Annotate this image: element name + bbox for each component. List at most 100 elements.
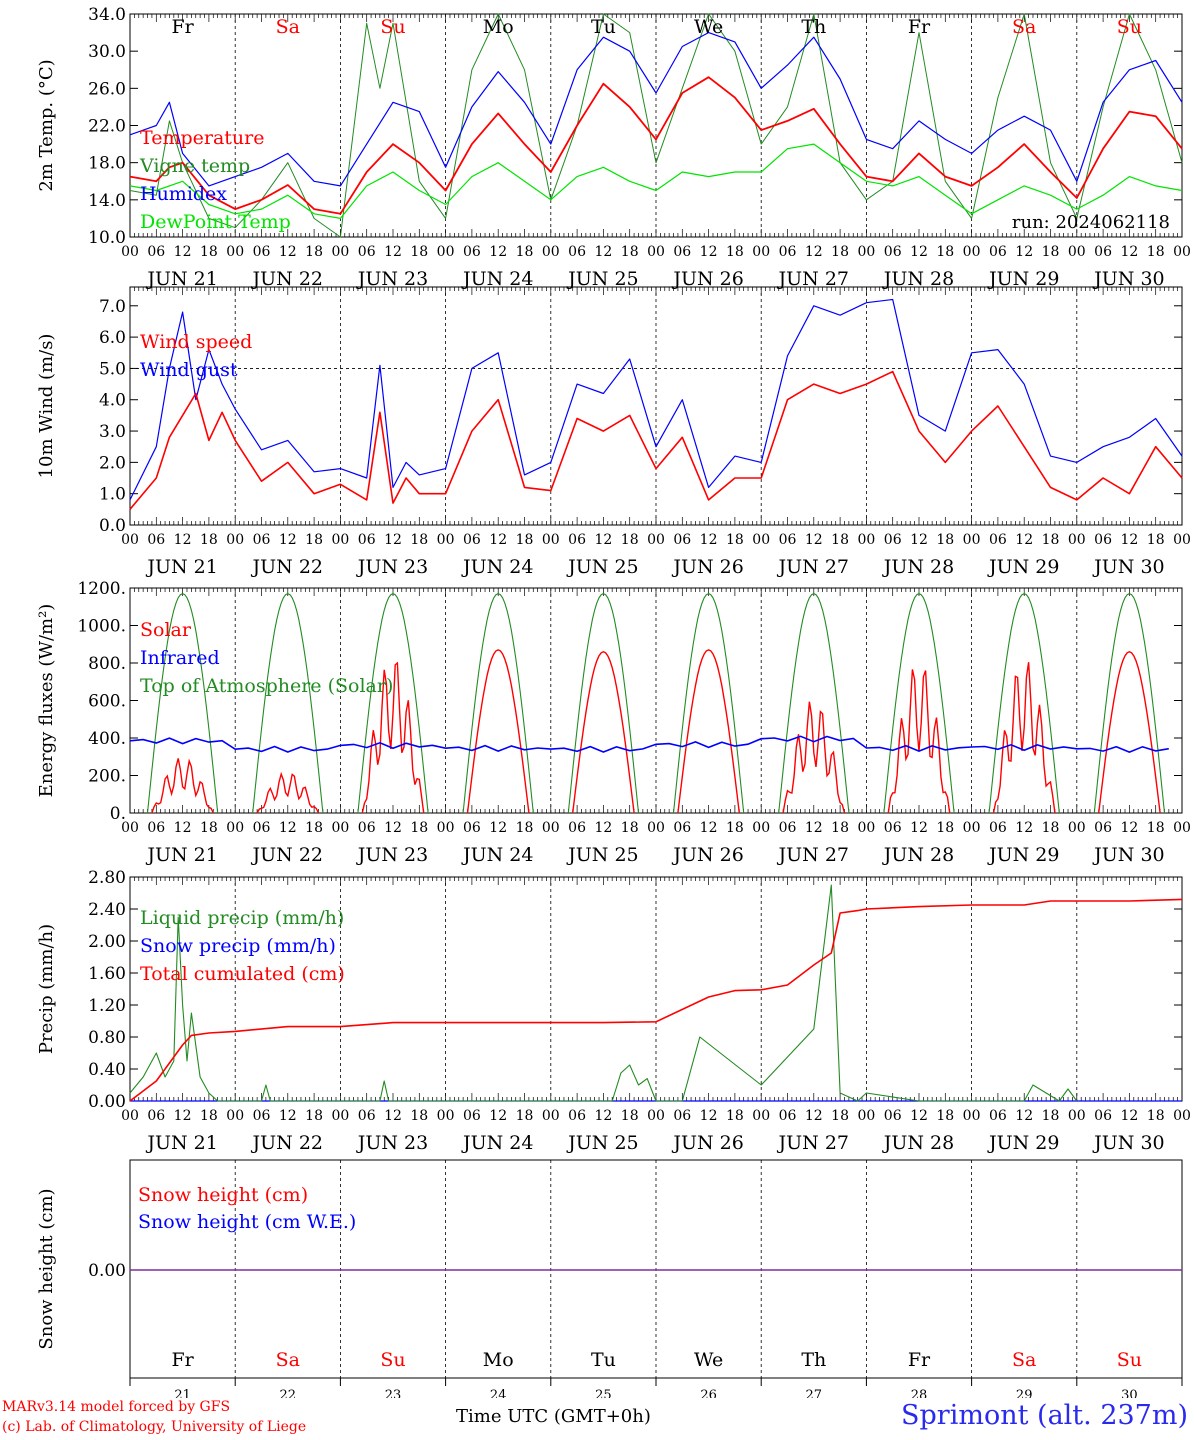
hour-tick-label: 12 — [805, 532, 823, 548]
hour-tick-label: 18 — [1147, 820, 1165, 836]
hour-tick-label: 12 — [279, 820, 297, 836]
hour-tick-label: 18 — [200, 1108, 218, 1124]
hour-tick-label: 18 — [936, 244, 954, 260]
date-label: JUN 23 — [356, 844, 428, 866]
day-label-su-10: Su — [1117, 16, 1142, 38]
day-number-label: 26 — [700, 1388, 717, 1398]
day-label-su-10: Su — [1117, 1349, 1142, 1371]
toa-solar-day-5 — [567, 592, 640, 814]
y-tick-label: 30.0 — [88, 42, 126, 62]
hour-tick-label: 12 — [594, 244, 612, 260]
hour-tick-label: 18 — [831, 532, 849, 548]
date-label: JUN 25 — [566, 556, 638, 578]
day-label-fr-1: Fr — [171, 1349, 194, 1371]
date-label: JUN 23 — [356, 1132, 428, 1154]
hour-tick-label: 18 — [516, 820, 534, 836]
hour-tick-label: 18 — [1042, 820, 1060, 836]
y-tick-label: 0.80 — [88, 1028, 126, 1048]
hour-tick-label: 06 — [884, 244, 902, 260]
date-label: JUN 30 — [1092, 268, 1164, 290]
hour-tick-label: 06 — [884, 820, 902, 836]
hour-tick-label: 00 — [963, 820, 981, 836]
hour-tick-label: 00 — [963, 532, 981, 548]
series-vigne-temp — [129, 13, 1183, 238]
date-label: JUN 27 — [777, 844, 849, 866]
hour-tick-label: 00 — [226, 244, 244, 260]
toa-solar-day-4 — [462, 592, 534, 814]
date-label: JUN 21 — [145, 1132, 217, 1154]
hour-tick-label: 18 — [516, 1108, 534, 1124]
hour-tick-label: 06 — [253, 820, 271, 836]
panel-1-frame — [129, 13, 1183, 238]
solar-day-3 — [361, 661, 425, 814]
hour-tick-label: 06 — [568, 1108, 586, 1124]
hour-tick-label: 18 — [516, 532, 534, 548]
legend-dewpoint-temp: DewPoint Temp — [140, 211, 291, 233]
y-tick-label: 1.60 — [88, 964, 126, 984]
hour-tick-label: 18 — [621, 244, 639, 260]
date-label: JUN 24 — [461, 1132, 533, 1154]
hour-tick-label: 12 — [700, 532, 718, 548]
y-tick-label: 200. — [88, 767, 126, 787]
hour-tick-label: 00 — [1068, 532, 1086, 548]
hour-tick-label: 12 — [384, 820, 402, 836]
toa-solar-day-1 — [146, 592, 219, 814]
date-label: JUN 24 — [461, 556, 533, 578]
hour-tick-label: 18 — [726, 532, 744, 548]
hour-tick-label: 12 — [174, 820, 192, 836]
hour-tick-label: 00 — [542, 244, 560, 260]
hour-tick-label: 06 — [989, 820, 1007, 836]
date-label: JUN 29 — [987, 1132, 1059, 1154]
day-label-th-7: Th — [801, 1349, 826, 1371]
legend-temperature: Temperature — [140, 127, 264, 149]
hour-tick-label: 00 — [437, 1108, 455, 1124]
hour-tick-label: 06 — [358, 820, 376, 836]
date-label: JUN 26 — [671, 844, 743, 866]
hour-tick-label: 06 — [147, 1108, 165, 1124]
hour-tick-label: 18 — [410, 1108, 428, 1124]
hour-tick-label: 12 — [489, 244, 507, 260]
date-label: JUN 27 — [777, 1132, 849, 1154]
date-label: JUN 25 — [566, 1132, 638, 1154]
day-number-label: 21 — [174, 1388, 191, 1398]
panel-4-axes: 0.00 0.40 0.80 1.20 1.60 2.00 2.40 2.80 Precip (… — [36, 868, 1191, 1154]
date-label: JUN 22 — [251, 556, 323, 578]
hour-tick-label: 12 — [1120, 244, 1138, 260]
hour-tick-label: 06 — [673, 244, 691, 260]
legend-infrared: Infrared — [140, 647, 220, 669]
hour-tick-label: 00 — [331, 820, 349, 836]
hour-tick-label: 12 — [805, 244, 823, 260]
hour-tick-label: 06 — [1094, 820, 1112, 836]
hour-tick-label: 00 — [857, 244, 875, 260]
hour-tick-label: 00 — [857, 820, 875, 836]
hour-tick-label: 18 — [831, 820, 849, 836]
solar-day-9 — [992, 662, 1056, 814]
day-label-tu-5: Tu — [591, 16, 616, 38]
legend-vigne-temp: Vigne temp — [139, 155, 250, 177]
hour-tick-label: 12 — [1120, 532, 1138, 548]
legend-humidex: Humidex — [140, 183, 227, 205]
date-label: JUN 21 — [145, 268, 217, 290]
y-tick-label: 600. — [88, 692, 126, 712]
hour-tick-label: 18 — [305, 820, 323, 836]
solar-day-1 — [151, 758, 214, 814]
y-tick-label: 2.80 — [88, 868, 126, 888]
hour-tick-label: 00 — [542, 532, 560, 548]
hour-tick-label: 12 — [489, 1108, 507, 1124]
day-label-fr-8: Fr — [908, 1349, 931, 1371]
day-label-we-6: We — [694, 1349, 723, 1371]
hour-tick-label: 06 — [779, 532, 797, 548]
hour-tick-label: 00 — [647, 1108, 665, 1124]
day-number-label: 22 — [280, 1388, 297, 1398]
y-tick-label: 14.0 — [88, 191, 126, 211]
hour-tick-label: 00 — [331, 532, 349, 548]
y-axis-title: Snow height (cm) — [36, 1188, 57, 1349]
y-tick-label: 34.0 — [88, 5, 126, 25]
date-label: JUN 30 — [1092, 1132, 1164, 1154]
hour-tick-label: 00 — [647, 532, 665, 548]
panel-3-axes: 0. 200. 400. 600. 800. 1000. 1200. Energy fluxe… — [36, 579, 1191, 866]
hour-tick-label: 18 — [1042, 244, 1060, 260]
day-label-fr-1: Fr — [171, 16, 194, 38]
hour-tick-label: 06 — [989, 1108, 1007, 1124]
legend-wind-speed: Wind speed — [140, 331, 252, 353]
